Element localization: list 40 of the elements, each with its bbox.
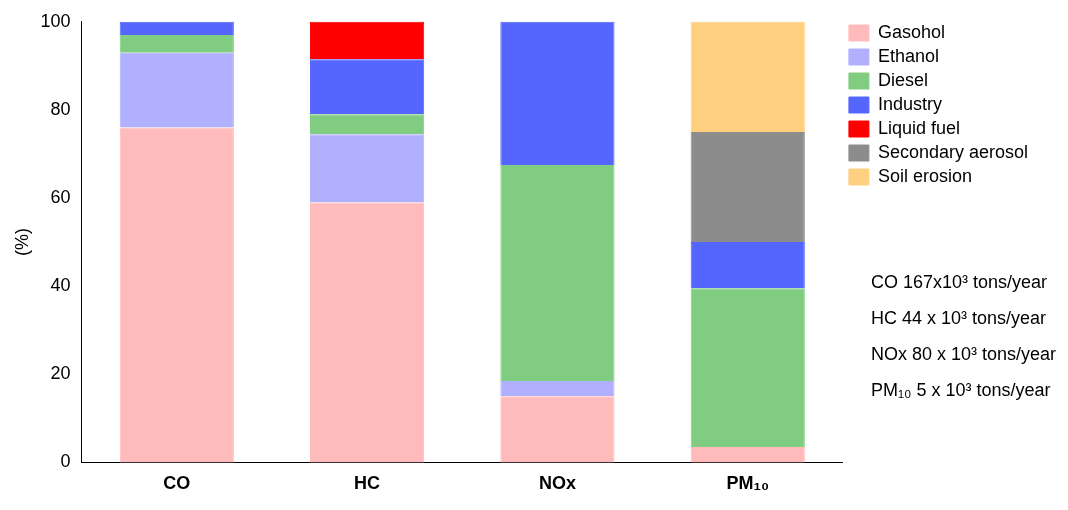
- legend-label: Secondary aerosol: [877, 141, 1028, 162]
- y-tick-label: 20: [50, 363, 71, 384]
- bar: [500, 165, 615, 381]
- text: NOx 80 x 10³ tons/year: [870, 343, 1056, 364]
- x-tick-label: CO: [163, 473, 191, 494]
- bar: [500, 380, 615, 397]
- bar: [119, 52, 234, 128]
- y-tick-label: 40: [50, 275, 71, 296]
- text: CO 167x10³ tons/year: [870, 271, 1047, 292]
- legend-label: Industry: [877, 93, 942, 114]
- y-axis-title: (%): [11, 228, 32, 257]
- y-tick-label: 80: [50, 98, 71, 119]
- legend-label: Gasohol: [877, 21, 945, 42]
- bar: [690, 242, 805, 289]
- bar: [119, 21, 234, 36]
- bar: [310, 21, 425, 60]
- x-tick-label: HC: [354, 473, 381, 494]
- legend-label: Diesel: [877, 69, 928, 90]
- bar: [500, 21, 615, 165]
- bar: [690, 131, 805, 243]
- legend-label: Soil erosion: [877, 165, 972, 186]
- x-tick-label: NOx: [538, 473, 576, 494]
- text: PM₁₀ 5 x 10³ tons/year: [870, 379, 1051, 400]
- bar: [310, 202, 425, 463]
- legend-label: Ethanol: [877, 45, 939, 66]
- bar: [690, 288, 805, 447]
- bar: [119, 35, 234, 53]
- text: HC 44 x 10³ tons/year: [870, 307, 1046, 328]
- y-tick-label: 60: [50, 187, 71, 208]
- bar: [310, 59, 425, 115]
- bar: [119, 127, 234, 463]
- bar: [690, 21, 805, 132]
- bar: [310, 114, 425, 135]
- y-tick-label: 0: [60, 451, 71, 472]
- y-tick-label: 100: [40, 10, 71, 31]
- bar: [500, 396, 615, 463]
- x-tick-label: PM₁₀: [726, 473, 770, 494]
- legend-label: Liquid fuel: [877, 117, 960, 138]
- bar: [690, 446, 805, 463]
- bar: [310, 134, 425, 203]
